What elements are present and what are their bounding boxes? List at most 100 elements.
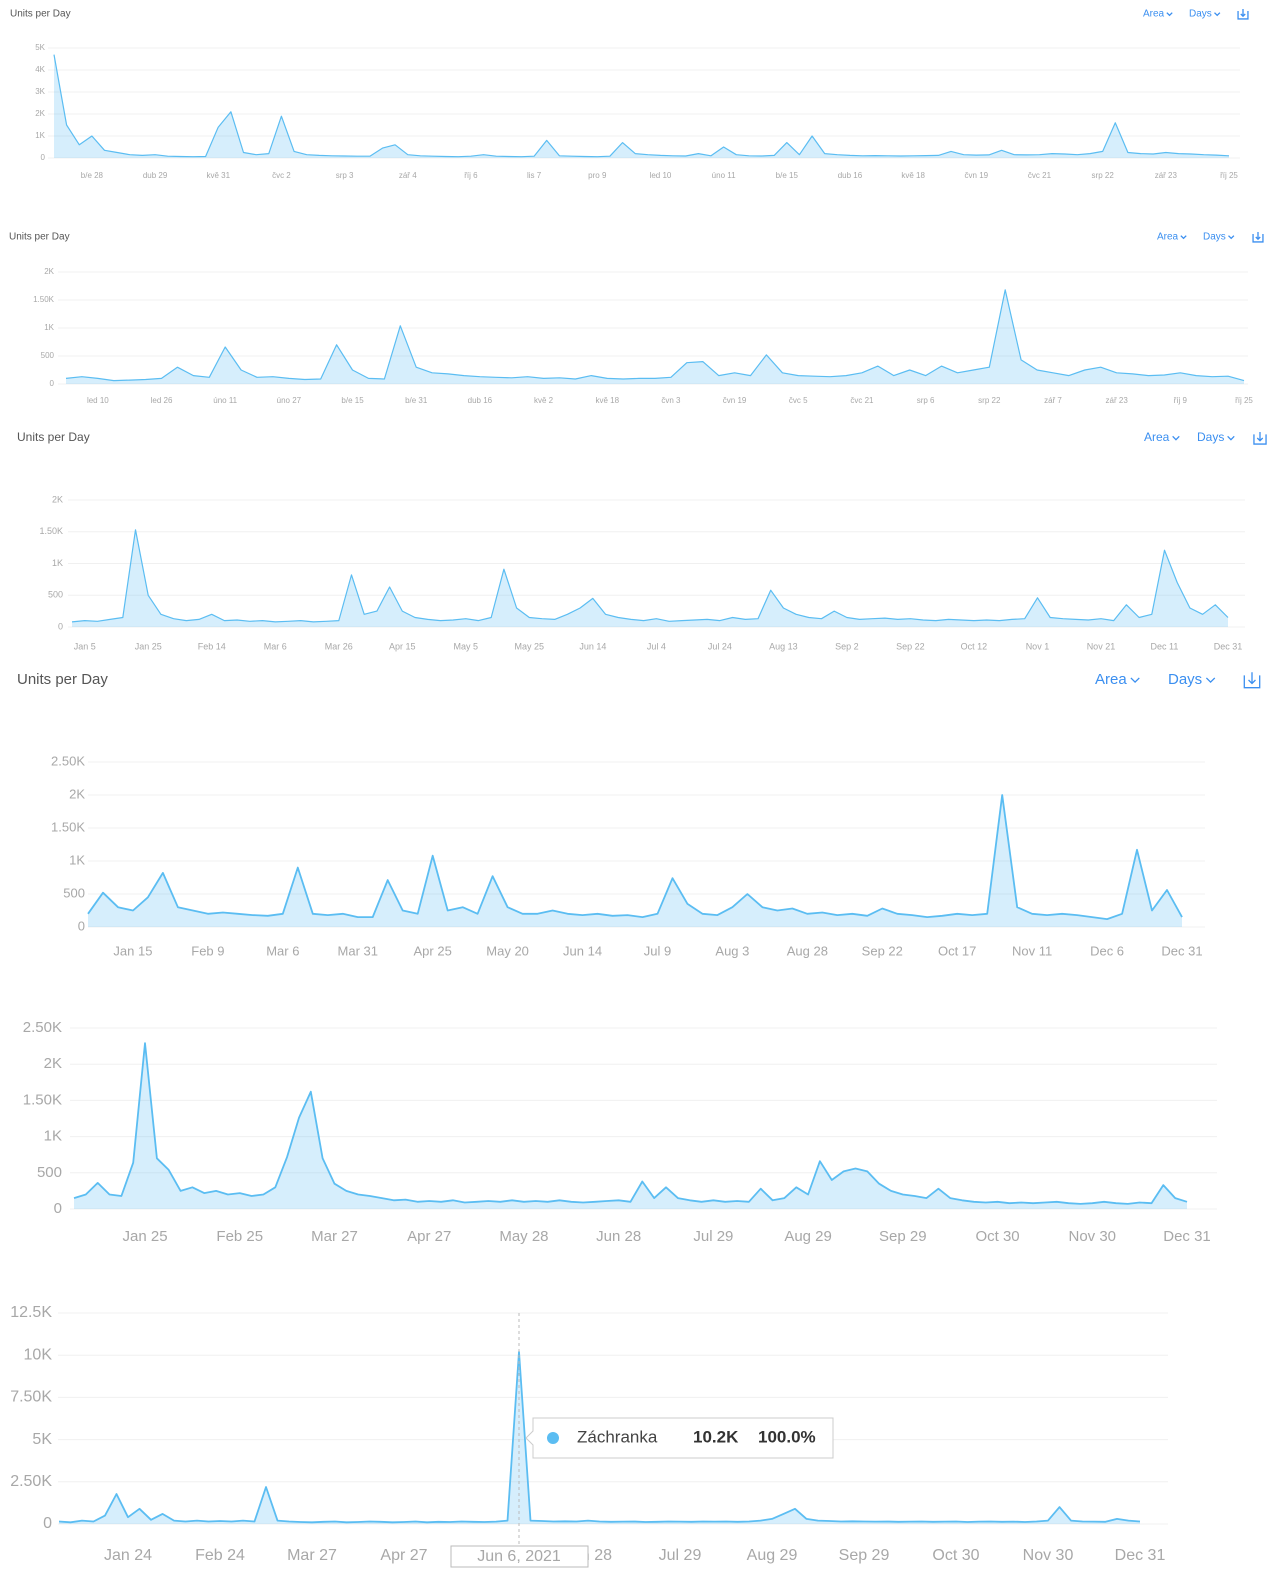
y-tick-label: 2K [35,109,45,118]
y-tick-label: 10K [24,1346,53,1363]
dropdown-label[interactable]: Area [1095,671,1127,688]
tooltip-box [525,1417,834,1459]
dropdown-label[interactable]: Area [1157,232,1179,243]
y-tick-label: 0 [41,153,46,162]
date-label-box [450,1545,589,1568]
x-tick-label: říj 25 [1220,171,1238,180]
y-tick-label: 1K [35,131,45,140]
x-tick-label: Apr 25 [414,943,452,958]
y-tick-label: 2.50K [10,1473,52,1490]
x-tick-label: srp 22 [1092,171,1115,180]
x-tick-label: říj 6 [464,171,478,180]
x-tick-label: Dec 31 [1161,943,1202,958]
x-tick-label: zář 23 [1155,171,1178,180]
x-tick-label: zář 7 [1044,396,1062,405]
y-tick-label: 3K [35,87,45,96]
download-icon[interactable] [1252,232,1264,243]
dropdown-label[interactable]: Days [1168,671,1202,688]
y-tick-label: 500 [63,885,85,900]
x-tick-label: b/e 15 [776,171,799,180]
chart-title: Units per Day [17,430,90,444]
y-tick-label: 0 [50,379,55,388]
x-tick-label: led 26 [151,396,173,405]
x-tick-label: led 10 [87,396,109,405]
y-tick-label: 2K [52,494,63,504]
chart-panel: Units per Day Area Days 0 500 1K 1.50K 2K 2.50K J… [17,671,1261,958]
y-tick-label: 5K [32,1431,52,1448]
x-tick-label: May 20 [486,943,529,958]
x-tick-label: Oct 17 [938,943,976,958]
y-tick-label: 1.50K [33,295,55,304]
area-fill [72,529,1228,627]
download-icon[interactable] [1237,9,1249,20]
x-tick-label: Nov 30 [1069,1228,1117,1245]
dropdown-label[interactable]: Days [1203,232,1226,243]
y-tick-label: 2.50K [23,1019,62,1036]
date-label: Jun 6, 2021 [477,1548,561,1565]
y-tick-label: 0 [78,918,85,933]
y-tick-label: 500 [48,590,63,600]
x-tick-label: lis 7 [527,171,542,180]
chevron-icon [1228,235,1235,240]
chevron-icon [1227,435,1235,441]
x-tick-label: Sep 22 [896,641,925,651]
chevron-icon [1130,677,1140,684]
x-tick-label: Mar 27 [311,1228,358,1245]
x-tick-label: Apr 27 [380,1547,427,1564]
download-icon[interactable] [1253,431,1267,445]
x-tick-label: Sep 29 [879,1228,927,1245]
x-tick-label: May 5 [454,641,479,651]
x-tick-label: dub 16 [468,396,493,405]
x-tick-label: Nov 30 [1023,1547,1074,1564]
x-tick-label: b/e 15 [341,396,364,405]
dropdown-label[interactable]: Area [1143,9,1165,20]
y-tick-label: 1K [69,852,85,867]
x-tick-label: úno 27 [277,396,302,405]
area-fill [88,795,1182,927]
x-tick-label: říj 9 [1174,396,1188,405]
x-tick-label: May 28 [499,1228,548,1245]
x-tick-label: Sep 22 [862,943,903,958]
x-tick-label: zář 23 [1106,396,1129,405]
y-tick-label: 1.50K [51,819,85,834]
x-tick-label: Aug 29 [747,1547,798,1564]
x-tick-label: Feb 24 [195,1547,245,1564]
area-line [73,1042,1188,1205]
x-tick-label: Oct 30 [932,1547,979,1564]
x-tick-label: Aug 13 [769,641,798,651]
x-tick-label: led 10 [650,171,672,180]
x-tick-label: čvc 5 [789,396,808,405]
x-tick-label: Mar 31 [338,943,378,958]
tooltip-series-name: Záchranka [577,1427,658,1446]
x-tick-label: Mar 6 [266,943,299,958]
x-tick-label: srp 3 [336,171,354,180]
x-tick-label: Mar 27 [287,1547,337,1564]
area-line [58,1350,1141,1524]
x-tick-label: srp 6 [917,396,935,405]
dropdown-label[interactable]: Days [1197,430,1224,444]
x-tick-label: čvn 19 [723,396,747,405]
x-tick-label: úno 11 [712,171,736,180]
x-tick-label: Jan 25 [123,1228,168,1245]
dropdown-label[interactable]: Area [1144,430,1170,444]
tooltip-share: 100.0% [758,1427,816,1446]
chart-panel: Units per Day Area Days 0 1K 2K 3K 4K 5K b/e 28 du… [10,9,1249,180]
x-tick-label: Dec 31 [1115,1547,1166,1564]
y-tick-label: 1K [52,558,63,568]
tooltip-value: 10.2K [693,1427,739,1446]
dropdown-label[interactable]: Days [1189,9,1212,20]
area-fill [54,54,1229,158]
download-icon[interactable] [1243,672,1261,689]
x-tick-label: říj 25 [1235,396,1253,405]
x-tick-label: Feb 9 [191,943,224,958]
y-tick-label: 500 [37,1164,62,1181]
y-tick-label: 1K [44,323,54,332]
y-tick-label: 2K [69,786,85,801]
x-tick-label: Jul 24 [708,641,732,651]
area-line [65,289,1245,382]
x-tick-label: Aug 29 [784,1228,832,1245]
x-tick-label: Sep 2 [835,641,859,651]
x-tick-label: Feb 25 [216,1228,263,1245]
x-tick-label: dub 29 [143,171,168,180]
x-tick-label: Feb 14 [198,641,226,651]
